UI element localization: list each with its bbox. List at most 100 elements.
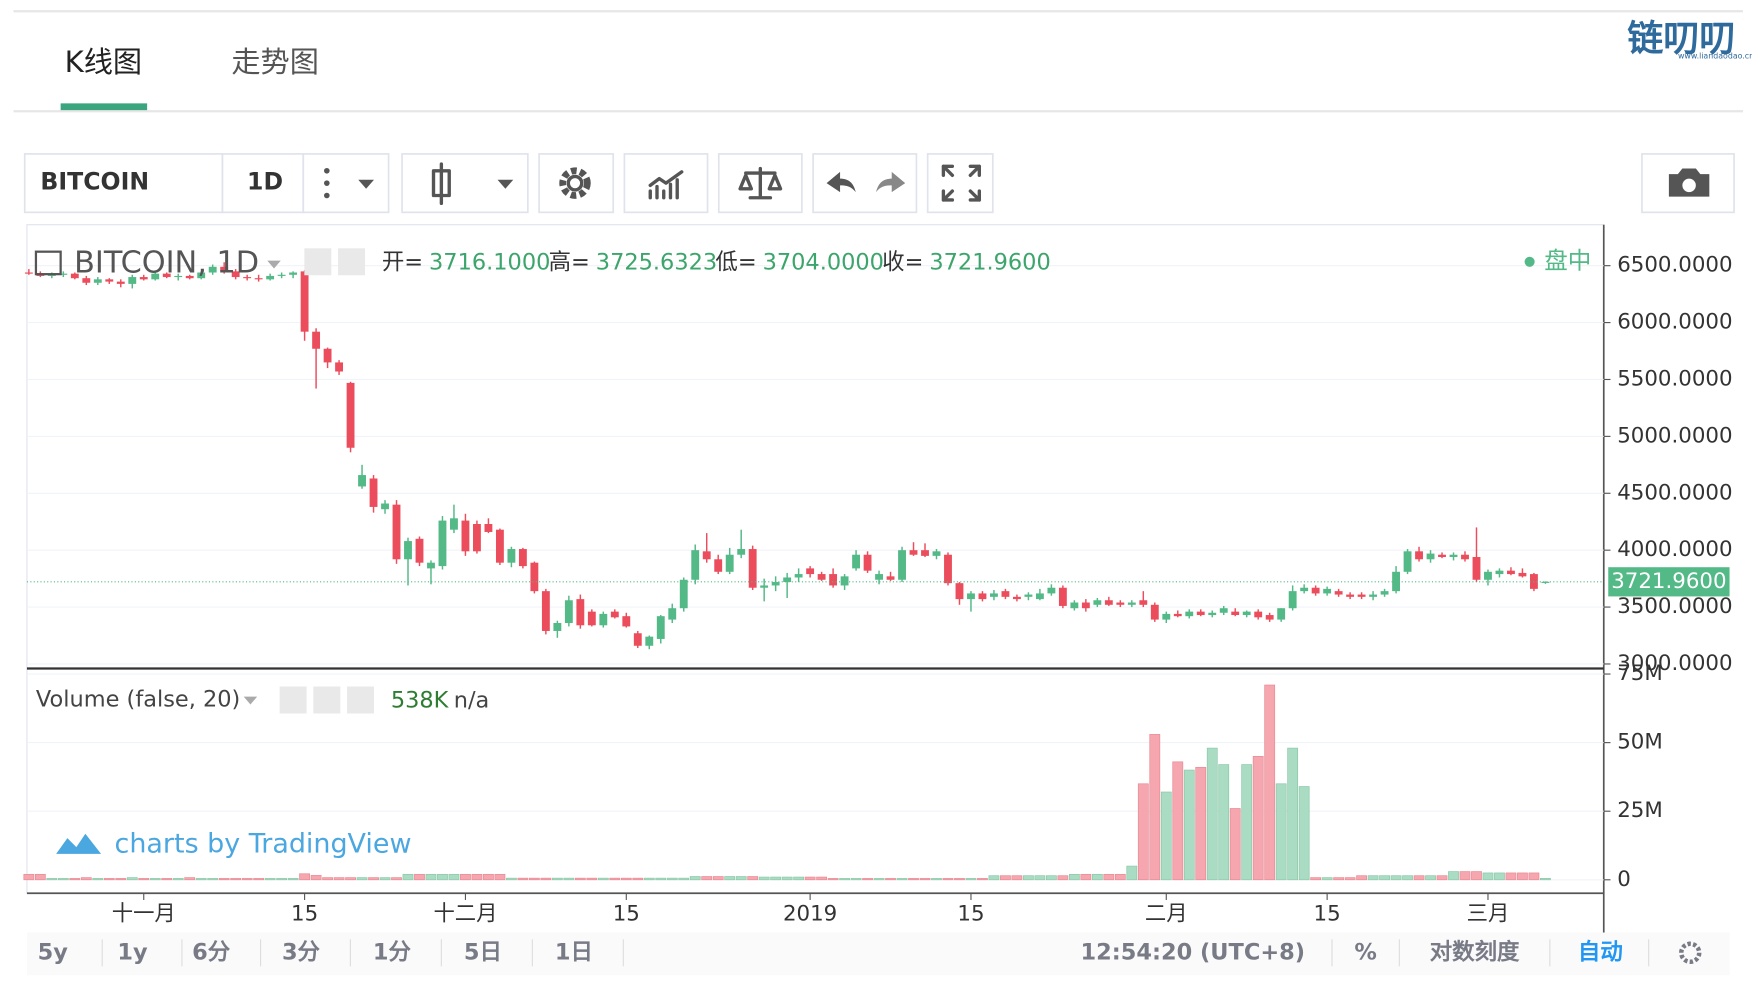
interval[interactable]: 1D: [247, 168, 283, 196]
candle-body: [1219, 608, 1228, 613]
range-button[interactable]: 6分: [192, 939, 231, 965]
tab[interactable]: K线图: [65, 45, 142, 79]
remove-button[interactable]: [347, 686, 374, 714]
candle-body: [116, 281, 125, 284]
more-button[interactable]: [302, 153, 390, 214]
range-button[interactable]: 1y: [117, 939, 148, 965]
candle-body: [507, 549, 516, 563]
range-button[interactable]: 3分: [282, 939, 321, 965]
candle-body: [610, 611, 619, 618]
candle-body: [783, 577, 792, 583]
candle-body: [277, 274, 286, 276]
volume-bar: [1494, 872, 1505, 881]
volume-bar: [506, 877, 517, 881]
volume-bar: [448, 873, 460, 881]
candle-body: [369, 478, 378, 507]
candle-body: [1541, 581, 1550, 583]
snapshot-button[interactable]: [1641, 153, 1735, 214]
chart-type-button[interactable]: [401, 153, 529, 214]
undo-redo[interactable]: [812, 153, 918, 214]
settings-button[interactable]: [538, 153, 615, 214]
candle-body: [622, 616, 631, 627]
ohlc-label: 高=: [549, 249, 590, 275]
volume-bar: [689, 876, 701, 881]
candle-body: [1392, 571, 1400, 592]
volume-bar: [793, 876, 805, 881]
volume-bar: [195, 878, 207, 881]
candle-body: [1001, 591, 1010, 597]
volume-bar: [747, 876, 759, 881]
volume-bar: [1011, 875, 1023, 881]
candle-body: [1357, 594, 1366, 597]
range-button[interactable]: 5日: [464, 939, 502, 965]
volume-bar: [494, 873, 506, 881]
x-tick-label: 二月: [1145, 902, 1188, 927]
candle-body: [955, 583, 964, 600]
candle-body: [576, 599, 585, 626]
candle-body: [1300, 587, 1309, 592]
y-tick-label: 75M: [1617, 661, 1663, 686]
fullscreen-button[interactable]: [926, 153, 994, 214]
volume-bar: [1448, 871, 1459, 881]
x-tick-label: 15: [957, 902, 984, 927]
volume-bar: [379, 877, 391, 881]
candle-body: [1484, 571, 1492, 580]
indicators-button[interactable]: [623, 153, 709, 214]
candle-body: [1116, 602, 1125, 605]
volume-bar: [1091, 873, 1103, 881]
y-tick-label: 50M: [1617, 730, 1663, 755]
range-button[interactable]: 1分: [373, 939, 412, 965]
watermark[interactable]: charts by TradingView: [115, 828, 412, 859]
ohlc-label: 开=: [382, 249, 423, 275]
tab[interactable]: 走势图: [231, 45, 319, 79]
volume-bar: [919, 878, 931, 881]
y-tick-label: 5000.0000: [1617, 423, 1732, 448]
symbol[interactable]: BITCOIN: [40, 168, 149, 196]
volume-bar: [1310, 877, 1322, 881]
volume-bar: [115, 878, 127, 881]
candle-body: [863, 554, 872, 571]
volume-bar: [253, 878, 265, 881]
volume-bar: [701, 876, 713, 881]
candle-body: [679, 579, 688, 609]
y-tick-label: 3500.0000: [1617, 594, 1732, 619]
y-tick-label: 6000.0000: [1617, 310, 1732, 335]
visibility-button[interactable]: [304, 248, 332, 276]
volume-note: n/a: [454, 688, 490, 714]
candle-body: [1254, 611, 1263, 618]
percent-toggle[interactable]: %: [1354, 939, 1376, 965]
candle-body: [1139, 600, 1148, 605]
visibility-button[interactable]: [279, 686, 307, 714]
candle-body: [714, 559, 723, 572]
ohlc-label: 低=: [715, 249, 756, 275]
volume-bar: [655, 877, 667, 881]
volume-bar: [1229, 808, 1241, 881]
candle-body: [1495, 570, 1504, 575]
candle-body: [312, 331, 321, 349]
volume-bar: [816, 876, 828, 881]
candle-body: [852, 554, 861, 569]
compare-button[interactable]: [717, 153, 803, 214]
candle-body: [1196, 611, 1205, 616]
x-tick-label: 15: [291, 902, 318, 927]
last-price-label: 3721.9600: [1611, 569, 1726, 594]
range-button[interactable]: 5y: [38, 939, 69, 965]
volume-bar: [149, 878, 161, 881]
settings-button[interactable]: [313, 686, 341, 714]
candle-body: [1403, 551, 1412, 572]
log-toggle[interactable]: 对数刻度: [1430, 938, 1520, 965]
candle-body: [208, 266, 217, 273]
volume-bar: [414, 873, 425, 881]
auto-toggle[interactable]: 自动: [1578, 939, 1623, 965]
volume-bar: [1379, 875, 1390, 881]
candle-body: [1208, 612, 1217, 616]
ohlc-value: 3704.0000: [763, 249, 884, 275]
settings-icon[interactable]: [1679, 941, 1702, 965]
volume-bar: [1172, 761, 1184, 881]
settings-button[interactable]: [338, 248, 365, 276]
volume-bar: [540, 877, 552, 881]
range-button[interactable]: 1日: [555, 939, 593, 965]
candle-body: [82, 278, 91, 283]
candle-body: [1047, 587, 1056, 594]
volume-bar: [1264, 684, 1276, 881]
